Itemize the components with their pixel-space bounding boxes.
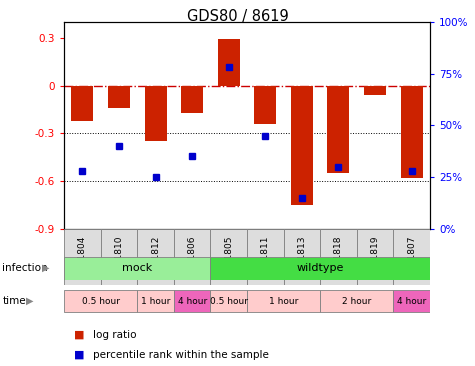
Text: GSM1813: GSM1813 [297, 235, 306, 279]
Bar [327, 86, 350, 173]
Bar [64, 229, 101, 285]
Bar [108, 86, 130, 108]
Text: ■: ■ [74, 350, 84, 360]
Text: time: time [2, 296, 26, 306]
Text: 4 hour: 4 hour [397, 296, 426, 306]
Text: GSM1811: GSM1811 [261, 235, 270, 279]
Bar [400, 86, 423, 178]
Text: 0.5 hour: 0.5 hour [210, 296, 248, 306]
Bar [393, 229, 430, 285]
Bar [174, 290, 210, 313]
Text: 4 hour: 4 hour [178, 296, 207, 306]
Bar [71, 86, 94, 120]
Text: ■: ■ [74, 330, 84, 340]
Text: GSM1806: GSM1806 [188, 235, 197, 279]
Text: GSM1805: GSM1805 [224, 235, 233, 279]
Text: 0.5 hour: 0.5 hour [82, 296, 120, 306]
Text: mock: mock [122, 263, 152, 273]
Bar [210, 290, 247, 313]
Bar [210, 257, 430, 280]
Text: GSM1812: GSM1812 [151, 235, 160, 279]
Text: 1 hour: 1 hour [141, 296, 170, 306]
Bar [181, 86, 203, 113]
Text: ▶: ▶ [26, 296, 34, 306]
Bar [291, 86, 313, 205]
Bar [320, 290, 393, 313]
Bar [137, 229, 174, 285]
Bar [247, 229, 284, 285]
Text: infection: infection [2, 263, 48, 273]
Text: GSM1807: GSM1807 [407, 235, 416, 279]
Bar [64, 257, 210, 280]
Text: wildtype: wildtype [296, 263, 344, 273]
Text: GSM1818: GSM1818 [334, 235, 343, 279]
Text: percentile rank within the sample: percentile rank within the sample [93, 350, 268, 360]
Bar [357, 229, 393, 285]
Bar [393, 290, 430, 313]
Bar [218, 39, 240, 86]
Text: 2 hour: 2 hour [342, 296, 371, 306]
Text: GSM1819: GSM1819 [370, 235, 380, 279]
Bar [284, 229, 320, 285]
Bar [174, 229, 210, 285]
Bar [64, 290, 137, 313]
Text: GSM1804: GSM1804 [78, 235, 87, 279]
Bar [210, 229, 247, 285]
Bar [137, 290, 174, 313]
Text: 1 hour: 1 hour [269, 296, 298, 306]
Text: GDS80 / 8619: GDS80 / 8619 [187, 9, 288, 24]
Bar [254, 86, 276, 124]
Bar [364, 86, 386, 95]
Bar [101, 229, 137, 285]
Bar [320, 229, 357, 285]
Bar [247, 290, 320, 313]
Bar [144, 86, 167, 141]
Text: ▶: ▶ [42, 263, 49, 273]
Text: GSM1810: GSM1810 [114, 235, 124, 279]
Text: log ratio: log ratio [93, 330, 136, 340]
